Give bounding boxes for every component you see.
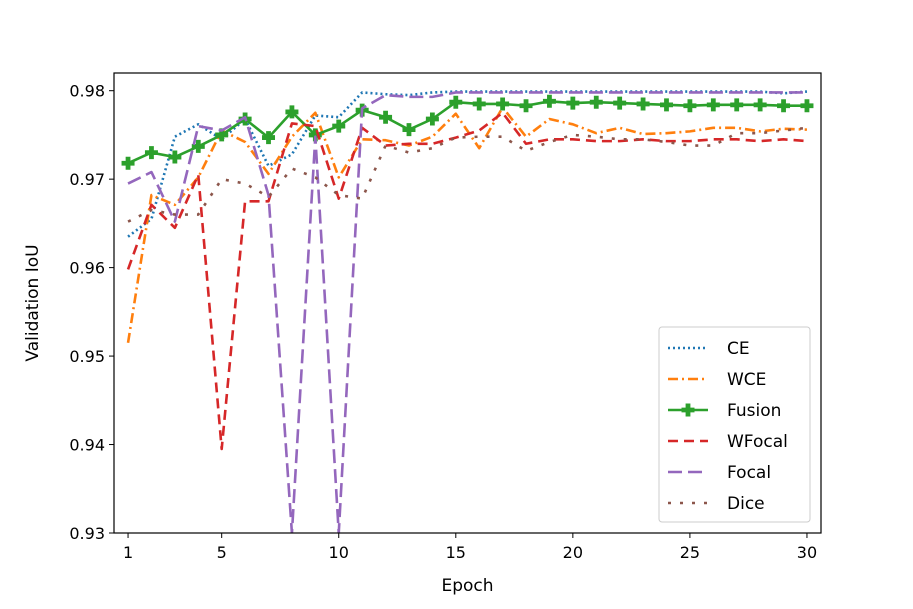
x-tick-label: 20: [563, 543, 583, 562]
series-point-fusion: [472, 97, 486, 111]
series-point-fusion: [636, 97, 650, 111]
series-line-wfocal: [126, 111, 808, 451]
x-tick-label: 5: [217, 543, 227, 562]
series-point-fusion: [379, 110, 393, 124]
x-tick-label: 30: [797, 543, 817, 562]
series-point-fusion: [308, 128, 322, 142]
series-point-fusion: [777, 99, 791, 113]
legend-label-ce: CE: [727, 339, 750, 359]
legend-label-fusion: Fusion: [727, 401, 781, 421]
legend-marker-fusion: [681, 403, 695, 417]
series-point-fusion: [402, 123, 416, 137]
x-tick-label: 1: [123, 543, 133, 562]
series-point-fusion: [425, 112, 439, 126]
series-point-fusion: [589, 95, 603, 109]
y-axis: 0.93 0.94 0.95 0.96 0.97 0.98: [69, 82, 114, 543]
y-tick-label: 0.93: [69, 524, 105, 543]
series-line-focal: [127, 91, 807, 533]
series-point-fusion: [542, 94, 556, 108]
series-point-fusion: [613, 96, 627, 110]
x-axis: 1 5 10 15 20 25 30: [123, 533, 817, 562]
y-tick-label: 0.97: [69, 170, 105, 189]
series-point-fusion: [262, 131, 276, 145]
legend: CE WCE Fusion WFocal Focal Dice: [658, 326, 811, 523]
x-axis-label: Epoch: [441, 576, 493, 596]
series-line-wce: [126, 106, 808, 344]
y-axis-label: Validation IoU: [23, 244, 43, 361]
series-point-fusion: [496, 97, 510, 111]
series-point-fusion: [753, 98, 767, 112]
y-tick-label: 0.96: [69, 259, 105, 278]
series-layer: [121, 90, 814, 533]
series-point-fusion: [800, 99, 814, 113]
y-tick-label: 0.95: [69, 347, 105, 366]
y-tick-label: 0.98: [69, 82, 105, 101]
series-point-fusion: [144, 146, 158, 160]
y-tick-label: 0.94: [69, 436, 105, 455]
x-tick-label: 15: [446, 543, 466, 562]
legend-label-dice: Dice: [727, 494, 765, 514]
series-point-fusion: [332, 119, 346, 133]
series-point-fusion: [215, 128, 229, 142]
series-point-fusion: [659, 98, 673, 112]
legend-label-focal: Focal: [727, 463, 771, 483]
series-point-fusion: [191, 139, 205, 153]
legend-label-wfocal: WFocal: [727, 432, 788, 452]
legend-label-wce: WCE: [727, 370, 766, 390]
series-point-fusion: [168, 150, 182, 164]
plot-frame: [113, 72, 822, 534]
series-point-fusion: [683, 99, 697, 113]
series-point-fusion: [566, 96, 580, 110]
x-tick-label: 10: [329, 543, 349, 562]
series-point-fusion: [121, 156, 135, 170]
series-point-fusion: [449, 95, 463, 109]
x-tick-label: 25: [680, 543, 700, 562]
series-point-fusion: [285, 105, 299, 119]
series-point-fusion: [706, 98, 720, 112]
series-point-fusion: [730, 98, 744, 112]
series-point-fusion: [519, 99, 533, 113]
